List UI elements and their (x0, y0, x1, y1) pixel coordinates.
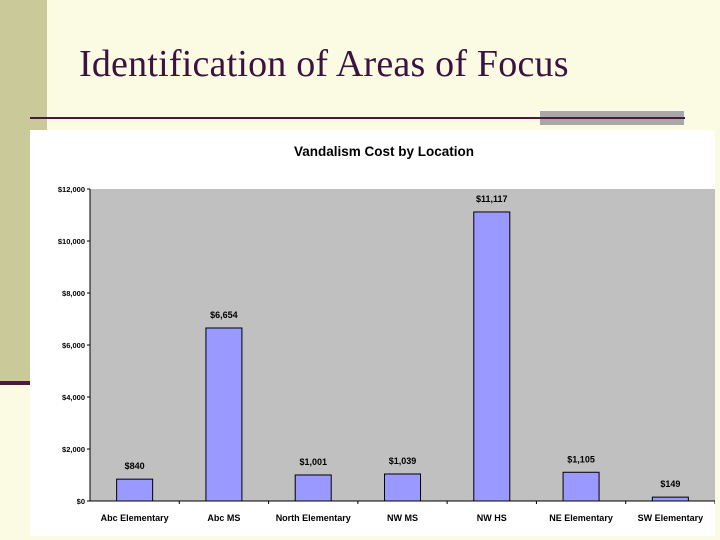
y-tick-label: $8,000 (62, 289, 85, 298)
bar-north-elementary (294, 474, 332, 502)
chart-title: Vandalism Cost by Location (294, 144, 474, 159)
data-label: $1,001 (299, 457, 327, 467)
title-rule (30, 117, 685, 119)
data-label: $1,039 (389, 456, 417, 466)
data-label: $1,105 (567, 454, 595, 464)
bar-nw-hs (473, 211, 511, 502)
bar-nw-ms (384, 473, 421, 502)
x-category-label: Abc MS (207, 513, 240, 523)
y-tick-label: $2,000 (62, 445, 85, 454)
bar-chart: Vandalism Cost by Location $0 $2,000 $4,00… (58, 144, 715, 523)
data-label: $6,654 (210, 310, 238, 320)
x-category-label: North Elementary (276, 513, 351, 523)
y-tick-label: $0 (77, 497, 85, 506)
data-label: $11,117 (476, 194, 508, 204)
data-label: $149 (660, 479, 680, 489)
y-tick-label: $10,000 (58, 237, 85, 246)
y-tick-label: $12,000 (58, 185, 85, 194)
chart-container: Vandalism Cost by Location $0 $2,000 $4,00… (30, 130, 715, 536)
x-category-label: NW HS (477, 513, 507, 523)
data-label: $840 (125, 461, 145, 471)
x-category-label: Abc Elementary (101, 513, 169, 523)
bar-abc-elementary (116, 478, 154, 502)
x-category-label: NW MS (387, 513, 418, 523)
bar-abc-ms (205, 327, 243, 502)
y-tick-label: $4,000 (62, 393, 85, 402)
slide-title: Identification of Areas of Focus (79, 43, 569, 85)
bar-ne-elementary (562, 471, 600, 502)
x-category-label: NE Elementary (549, 513, 613, 523)
x-category-label: SW Elementary (638, 513, 704, 523)
y-tick-label: $6,000 (62, 341, 85, 350)
bar-sw-elementary (651, 496, 689, 502)
left-accent-underline (0, 381, 47, 385)
plot-layer: $0 $2,000 $4,000 $6,000 $8,000 $10,000 $12,000… (58, 185, 715, 523)
plot-area (90, 189, 715, 501)
